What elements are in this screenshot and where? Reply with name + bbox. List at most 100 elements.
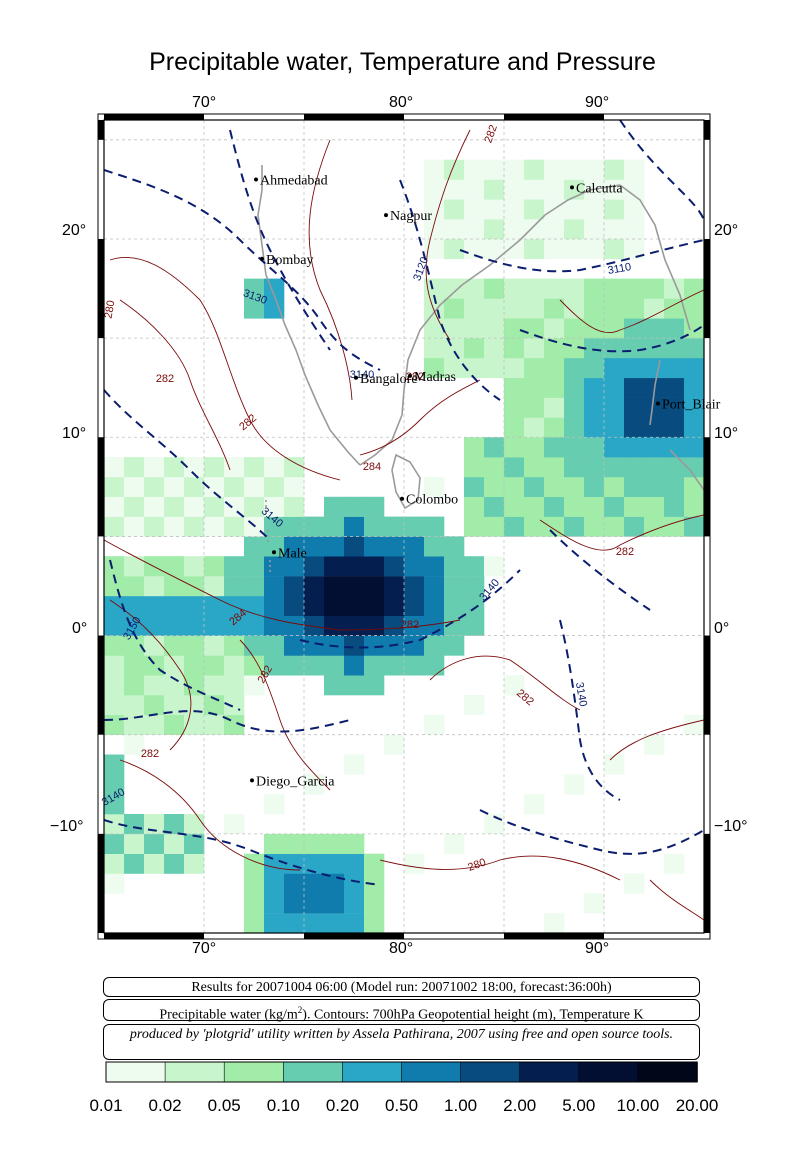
city-marker	[570, 185, 574, 190]
pw-cell	[524, 239, 545, 260]
pw-cell	[544, 913, 565, 933]
pw-cell	[604, 239, 625, 260]
pw-cell	[624, 496, 645, 517]
pw-cell	[304, 873, 325, 894]
pw-cell	[244, 853, 265, 874]
pw-cell	[504, 496, 525, 517]
pw-cell	[684, 437, 704, 458]
pw-cell	[444, 635, 465, 656]
city-marker	[408, 373, 412, 378]
results-info: Results for 20071004 06:00 (Model run: 2…	[103, 977, 700, 997]
pw-cell	[224, 516, 245, 537]
precipitable-water-cells	[104, 159, 704, 933]
pw-cell	[404, 536, 425, 557]
pw-cell	[584, 199, 605, 220]
pw-cell	[464, 239, 485, 260]
pw-cell	[484, 219, 505, 240]
pw-cell	[264, 833, 285, 854]
city-marker	[400, 496, 404, 501]
pw-cell	[264, 913, 285, 933]
pw-cell	[624, 159, 645, 180]
pw-cell	[204, 516, 225, 537]
pw-cell	[544, 239, 565, 260]
pw-cell	[124, 496, 145, 517]
pw-cell	[104, 496, 125, 517]
pw-cell	[224, 556, 245, 577]
pw-cell	[464, 318, 485, 339]
pw-cell	[284, 913, 305, 933]
pw-cell	[604, 437, 625, 458]
pw-cell	[564, 219, 585, 240]
pw-cell	[464, 298, 485, 319]
pw-cell	[444, 179, 465, 200]
pw-cell	[324, 496, 345, 517]
pw-cell	[684, 318, 704, 339]
pw-cell	[164, 476, 185, 497]
pw-cell	[604, 417, 625, 438]
pw-cell	[284, 476, 305, 497]
pw-cell	[124, 853, 145, 874]
frame-band-left	[98, 238, 104, 339]
pw-cell	[604, 219, 625, 240]
pw-cell	[564, 397, 585, 418]
contour-label: 282	[401, 619, 419, 631]
pw-cell	[524, 159, 545, 180]
pw-cell	[324, 913, 345, 933]
pw-cell	[284, 576, 305, 597]
pw-cell	[484, 437, 505, 458]
pw-cell	[504, 338, 525, 359]
pw-cell	[104, 615, 125, 636]
pw-cell	[584, 437, 605, 458]
pw-cell	[324, 595, 345, 616]
pw-cell	[424, 476, 445, 497]
pw-cell	[644, 338, 665, 359]
frame-band-left	[98, 120, 104, 140]
pw-cell	[184, 576, 205, 597]
city-label: Colombo	[406, 493, 458, 508]
pw-cell	[464, 476, 485, 497]
pw-cell	[284, 655, 305, 676]
pw-cell	[264, 476, 285, 497]
pw-cell	[604, 377, 625, 398]
frame-outer	[97, 113, 711, 940]
pw-cell	[264, 457, 285, 478]
pw-cell	[324, 833, 345, 854]
pw-cell	[684, 377, 704, 398]
pw-cell	[344, 496, 365, 517]
colorbar-tick-label: 0.01	[89, 1096, 123, 1115]
pw-cell	[444, 278, 465, 299]
frame-band-left	[98, 437, 104, 537]
pw-cell	[484, 556, 505, 577]
pw-cell	[344, 873, 365, 894]
colorbar	[105, 1061, 698, 1083]
pw-cell	[404, 853, 425, 874]
pw-cell	[284, 516, 305, 537]
frame-band-left	[98, 833, 104, 933]
pw-cell	[484, 278, 505, 299]
contour-label: 282	[616, 546, 634, 558]
pw-cell	[324, 536, 345, 557]
pw-cell	[184, 655, 205, 676]
pw-cell	[664, 457, 685, 478]
pw-cell	[124, 675, 145, 696]
pw-cell	[624, 358, 645, 379]
pw-cell	[244, 893, 265, 914]
pw-cell	[424, 714, 445, 735]
pw-cell	[164, 576, 185, 597]
pw-cell	[404, 556, 425, 577]
pw-cell	[304, 853, 325, 874]
pw-cell	[564, 298, 585, 319]
pw-cell	[604, 516, 625, 537]
pw-cell	[464, 496, 485, 517]
pw-cell	[364, 556, 385, 577]
lon-label-top-90: 90°	[585, 94, 610, 111]
pw-cell	[664, 397, 685, 418]
pw-cell	[184, 814, 205, 835]
pw-cell	[664, 358, 685, 379]
pw-cell	[484, 239, 505, 260]
pw-cell	[444, 576, 465, 597]
pw-cell	[344, 635, 365, 656]
pw-cell	[544, 377, 565, 398]
pw-cell	[464, 695, 485, 716]
pw-cell	[444, 358, 465, 379]
